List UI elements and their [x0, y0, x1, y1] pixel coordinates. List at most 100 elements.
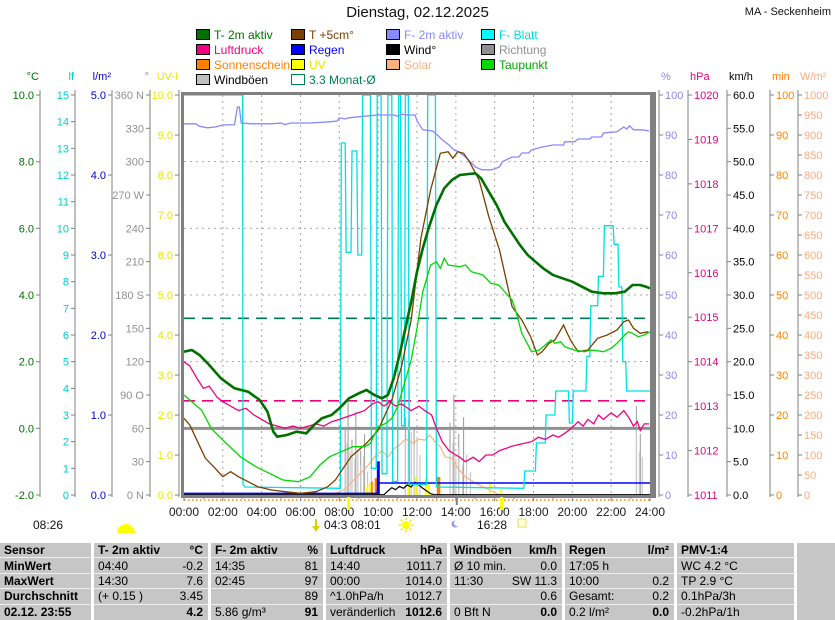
legend-swatch-icon [481, 44, 495, 55]
table-column: T- 2m aktiv °C 04:40 -0.2 14:30 7.6 (+ 0.15 ) 3… [94, 543, 208, 620]
svg-text:10.0: 10.0 [13, 90, 34, 102]
table-column: Sensor MinWert MaxWert Durchschnitt 02.12. 2… [0, 543, 91, 620]
svg-text:10: 10 [665, 450, 677, 462]
legend-label: Windböen [214, 72, 269, 87]
svg-text:2.0: 2.0 [158, 410, 173, 422]
svg-text:20.0: 20.0 [733, 357, 754, 369]
svg-text:0.0: 0.0 [19, 423, 34, 435]
table-header: F- 2m aktiv% [211, 543, 323, 559]
svg-text:360 N: 360 N [115, 90, 144, 102]
svg-text:900: 900 [804, 130, 822, 142]
table-column: Luftdruck hPa 14:40 1011.7 00:00 1014.0 ^1.0hP… [326, 543, 447, 620]
svg-text:350: 350 [804, 350, 822, 362]
svg-text:90: 90 [665, 130, 677, 142]
svg-text:2.0: 2.0 [91, 330, 106, 342]
sunrise-tick [347, 497, 351, 510]
svg-text:950: 950 [804, 110, 822, 122]
table-row-label: MaxWert [0, 574, 91, 590]
svg-text:11: 11 [58, 197, 69, 209]
svg-text:400: 400 [804, 330, 822, 342]
axis-C-l: °C 10.0 8.0 6.0 4.0 2.0 0.0 -2.0 [13, 71, 41, 502]
svg-text:5.0: 5.0 [733, 457, 748, 469]
svg-text:0: 0 [665, 490, 671, 502]
svg-text:°: ° [145, 71, 149, 83]
svg-text:%: % [661, 71, 671, 83]
series-uv-bars [366, 477, 503, 495]
table-row: 04:40 -0.2 [94, 558, 208, 574]
svg-text:24:00: 24:00 [635, 505, 665, 519]
legend-item-sonnenschein: Sonnenschein [196, 57, 291, 72]
axis--l: °360 N 330 300 270 W 240 210 180 S 150 120 90 O 60… [112, 71, 151, 502]
table-row: 0.2 l/m² 0.0 [569, 604, 669, 619]
svg-text:18:00: 18:00 [518, 505, 548, 519]
svg-text:lf: lf [69, 71, 75, 83]
legend-label: Richtung [499, 42, 547, 57]
series-t-5cm [183, 150, 649, 494]
svg-text:700: 700 [804, 210, 822, 222]
legend-swatch-icon [291, 59, 305, 70]
svg-text:7.0: 7.0 [158, 210, 173, 222]
axis-Wm-r: W/m²100095090085080075070065060055050045… [797, 71, 828, 502]
svg-text:1012: 1012 [694, 446, 718, 458]
svg-text:50: 50 [665, 290, 677, 302]
series-wind [184, 481, 650, 496]
svg-text:8.0: 8.0 [19, 157, 34, 169]
table-row: 0.1hPa/3h [677, 589, 794, 605]
svg-text:10: 10 [776, 450, 788, 462]
svg-text:40: 40 [665, 330, 677, 342]
table-column: F- 2m aktiv% 14:35 81 02:45 97 89 5.86 g/m³ 91 [211, 543, 323, 620]
svg-text:30.0: 30.0 [733, 290, 754, 302]
svg-text:50: 50 [804, 470, 816, 482]
svg-text:4.0: 4.0 [19, 290, 34, 302]
svg-text:12: 12 [57, 170, 69, 182]
series-t-2m [183, 171, 651, 439]
svg-text:30: 30 [665, 370, 677, 382]
svg-text:550: 550 [804, 270, 822, 282]
svg-text:90 O: 90 O [120, 390, 144, 402]
svg-text:330: 330 [126, 123, 144, 135]
legend-swatch-icon [196, 44, 210, 55]
legend-row: Windböen 3.3 Monat-Ø [196, 72, 626, 87]
svg-text:70: 70 [665, 210, 677, 222]
svg-text:14:00: 14:00 [441, 505, 471, 519]
svg-text:200: 200 [804, 410, 822, 422]
sunset-time-label: 16:28 [477, 518, 508, 532]
svg-text:100: 100 [804, 450, 822, 462]
legend-label: Wind° [404, 42, 437, 57]
svg-text:180 S: 180 S [115, 290, 144, 302]
station-name: MA - Seckenheim [744, 6, 831, 18]
legend-row: Sonnenschein UV Solar Taupunkt [196, 57, 626, 72]
svg-text:-2.0: -2.0 [15, 490, 34, 502]
svg-text:5: 5 [63, 357, 69, 369]
svg-text:4.0: 4.0 [158, 330, 173, 342]
svg-text:10:00: 10:00 [363, 505, 393, 519]
table-row: 4.2 [186, 604, 203, 619]
svg-text:10.0: 10.0 [152, 90, 173, 102]
svg-text:30: 30 [776, 370, 788, 382]
series-solar [331, 434, 501, 496]
legend-item-windb-en: Windböen [196, 72, 291, 87]
grid-lines [184, 95, 650, 495]
svg-text:8.0: 8.0 [158, 170, 173, 182]
table-row: TP 2.9 °C [677, 574, 794, 590]
svg-text:1000: 1000 [804, 90, 828, 102]
sunset-tick [500, 497, 504, 510]
svg-text:25.0: 25.0 [733, 323, 754, 335]
svg-text:12:00: 12:00 [402, 505, 432, 519]
svg-text:0.0: 0.0 [733, 490, 748, 502]
svg-text:1011: 1011 [694, 490, 718, 502]
svg-text:55.0: 55.0 [733, 123, 754, 135]
table-header: PMV-1:4 [677, 543, 794, 559]
legend-swatch-icon [386, 29, 400, 40]
series-luftdruck [183, 361, 649, 463]
svg-text:5.0: 5.0 [158, 290, 173, 302]
svg-text:100: 100 [665, 90, 683, 102]
svg-text:150: 150 [126, 323, 144, 335]
table-row: 10:00 0.2 [565, 574, 674, 590]
legend-swatch-icon [386, 44, 400, 55]
svg-text:20:00: 20:00 [557, 505, 587, 519]
axis-UVI-l: UV-I 10.0 9.0 8.0 7.0 6.0 5.0 4.0 3.0 2.0 1.0 0.0 [152, 71, 180, 502]
svg-text:4.0: 4.0 [91, 170, 106, 182]
